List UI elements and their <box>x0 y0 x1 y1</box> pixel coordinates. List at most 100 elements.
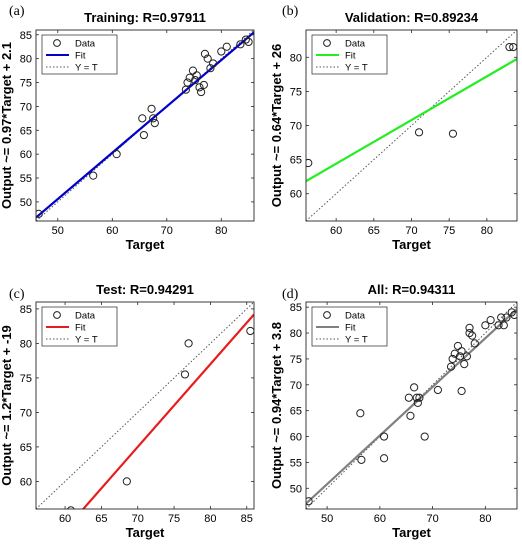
axes-frame <box>305 301 518 510</box>
x-axis-label: Target <box>126 525 165 540</box>
x-axis-label: Target <box>126 237 165 252</box>
panel-title: Validation: R=0.89234 <box>345 10 479 25</box>
legend-label: Data <box>345 39 366 50</box>
plot-content <box>36 30 254 221</box>
y-tick-label: 50 <box>290 483 302 495</box>
data-point <box>306 497 313 506</box>
x-tick-label: 80 <box>204 513 216 525</box>
data-point <box>150 119 159 128</box>
y-tick-label: 55 <box>20 173 32 185</box>
panel-letter: (b) <box>282 4 299 19</box>
x-tick-label: 50 <box>321 513 333 525</box>
y-tick-label: 75 <box>20 78 32 90</box>
legend-label: Y = T <box>75 63 98 74</box>
data-point <box>138 114 147 123</box>
y-tick-label: 70 <box>290 121 302 133</box>
y-axis-label: Output ~= 0.64*Target + 26 <box>269 44 284 207</box>
panel-letter: (d) <box>282 287 299 302</box>
legend-label: Y = T <box>345 335 368 346</box>
y-axis-label: Output ~= 1.2*Target + -19 <box>0 325 14 486</box>
data-point <box>139 130 149 140</box>
y-tick-label: 50 <box>20 197 32 209</box>
axes-frame <box>35 29 255 222</box>
data-point <box>494 321 503 330</box>
y-tick-label: 60 <box>290 432 302 444</box>
data-point <box>404 393 413 402</box>
x-axis-label: Target <box>392 525 431 540</box>
data-point <box>36 209 43 218</box>
data-point <box>379 454 389 463</box>
data-point <box>241 35 250 44</box>
fit-line <box>306 57 517 183</box>
x-tick-label: 75 <box>443 225 455 237</box>
x-tick-label: 60 <box>374 513 386 525</box>
legend-label: Y = T <box>345 63 368 74</box>
data-point <box>460 360 469 369</box>
x-tick-label: 80 <box>481 225 493 237</box>
x-tick-label: 70 <box>161 225 173 237</box>
y-tick-label: 60 <box>20 476 32 488</box>
data-point <box>356 409 365 418</box>
data-point <box>217 47 226 56</box>
data-point <box>502 313 511 322</box>
x-tick-label: 65 <box>95 513 107 525</box>
x-tick-label: 70 <box>426 513 438 525</box>
data-point <box>195 83 204 92</box>
data-point <box>112 150 121 159</box>
x-tick-label: 80 <box>215 225 227 237</box>
data-point <box>199 80 208 90</box>
data-point <box>406 411 415 420</box>
y-tick-label: 70 <box>20 407 32 419</box>
data-point <box>507 308 516 317</box>
x-tick-label: 65 <box>368 225 380 237</box>
identity-line <box>36 302 254 509</box>
panel-c: (c) Test: R=0.94291 60 65 70 75 80 85 60 65 70 75 80… <box>0 282 255 540</box>
y-tick-label: 85 <box>20 30 32 42</box>
data-point <box>481 321 490 330</box>
y-tick-label: 75 <box>290 354 302 366</box>
panel-d: (d) All: R=0.94311 50 60 70 80 50 55 60 65 70 75 80 8… <box>269 282 518 540</box>
data-point <box>206 64 215 73</box>
y-tick-label: 85 <box>290 302 302 314</box>
data-point <box>410 383 419 392</box>
fit-line <box>306 308 517 505</box>
y-tick-label: 65 <box>20 125 32 137</box>
y-tick-label: 70 <box>290 380 302 392</box>
data-point <box>180 370 190 379</box>
data-point <box>510 310 517 320</box>
legend-label: Fit <box>345 323 356 334</box>
x-tick-label: 50 <box>52 225 64 237</box>
data-point <box>184 339 193 348</box>
y-tick-label: 85 <box>20 304 32 316</box>
data-point <box>468 331 477 340</box>
axes-frame <box>35 301 255 510</box>
y-tick-label: 75 <box>290 86 302 98</box>
data-point <box>222 42 231 51</box>
y-tick-label: 55 <box>290 457 302 469</box>
data-point <box>415 393 424 402</box>
data-point <box>497 313 506 322</box>
y-tick-label: 65 <box>20 442 32 454</box>
data-point <box>149 114 158 123</box>
x-tick-label: 85 <box>241 513 253 525</box>
data-point <box>465 328 474 338</box>
y-tick-label: 60 <box>20 149 32 161</box>
data-point <box>209 59 218 68</box>
data-point <box>191 76 200 85</box>
data-point <box>357 455 366 464</box>
data-point <box>413 398 422 408</box>
data-point <box>183 78 192 87</box>
data-point <box>185 73 194 82</box>
plot-content <box>306 302 517 509</box>
x-tick-label: 60 <box>330 225 342 237</box>
data-point <box>457 386 466 396</box>
panel-b: (b) Validation: R=0.89234 60 65 70 75 80 60 65 70… <box>269 4 518 252</box>
x-tick-label: 60 <box>106 225 118 237</box>
x-tick-label: 70 <box>132 513 144 525</box>
legend-label: Data <box>345 311 366 322</box>
y-tick-label: 80 <box>290 52 302 64</box>
y-tick-label: 65 <box>290 406 302 418</box>
data-point <box>67 506 75 509</box>
